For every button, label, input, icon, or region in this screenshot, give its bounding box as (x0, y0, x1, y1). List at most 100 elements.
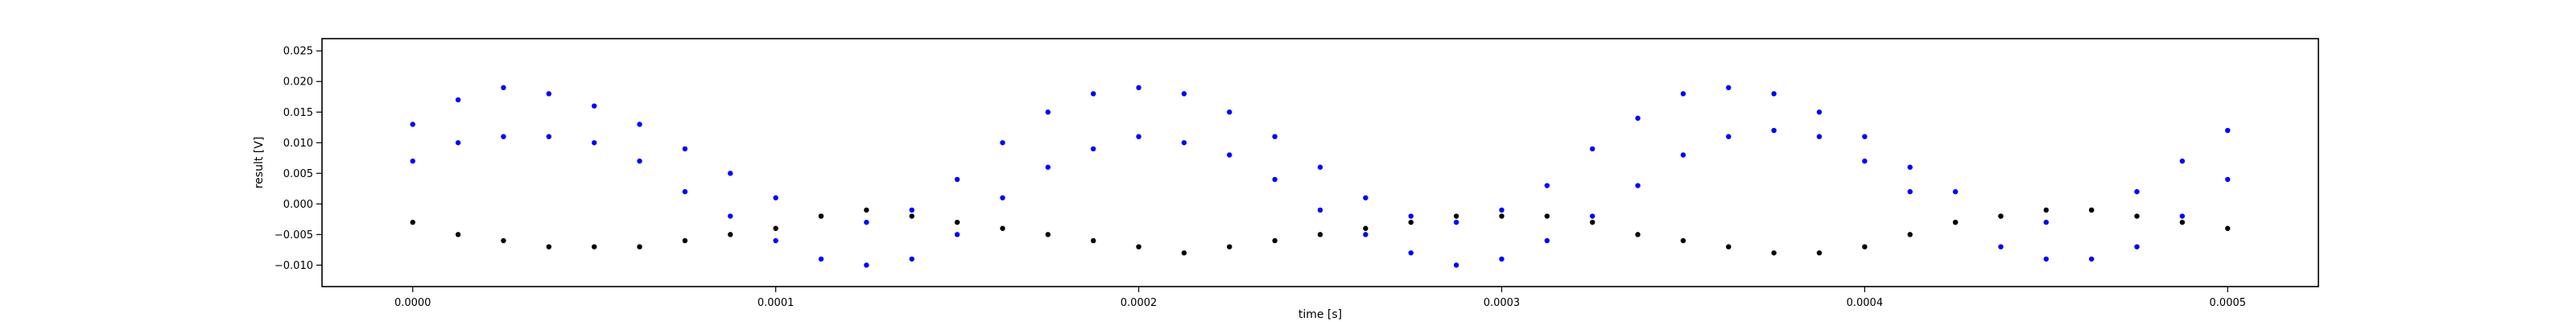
series-1 (410, 127, 2231, 268)
x-axis-label: time [s] (1298, 308, 1342, 321)
data-point (909, 213, 914, 219)
data-point (2179, 213, 2186, 219)
data-point (1499, 256, 1505, 262)
data-point (1816, 109, 1823, 115)
data-point (1680, 91, 1686, 97)
y-tick-label: 0.025 (283, 46, 313, 58)
data-point (1453, 219, 1459, 225)
data-point (1000, 225, 1005, 231)
data-point (1816, 250, 1823, 256)
data-point (728, 171, 733, 176)
data-point (1499, 207, 1505, 213)
data-point (954, 232, 960, 237)
data-point (1090, 146, 1096, 152)
data-point (2225, 176, 2231, 183)
x-tick-label: 0.0004 (1847, 297, 1884, 309)
data-point (546, 244, 552, 250)
data-point (546, 91, 552, 97)
data-point (455, 97, 461, 103)
data-point (1635, 183, 1641, 188)
data-point (1816, 134, 1823, 139)
y-tick-label: −0.005 (275, 229, 313, 242)
series-2 (410, 207, 2231, 256)
data-point (2134, 213, 2140, 219)
data-point (1907, 188, 1913, 195)
data-point (2225, 127, 2231, 134)
data-point (1136, 85, 1141, 91)
data-point (818, 256, 824, 262)
data-point (1317, 164, 1323, 170)
data-point (1181, 91, 1187, 97)
x-tick-label: 0.0005 (2210, 297, 2247, 309)
data-point (954, 219, 960, 225)
data-point (501, 85, 506, 91)
data-point (2043, 219, 2050, 225)
data-point (1998, 213, 2004, 219)
y-tick-label: 0.010 (283, 138, 313, 150)
data-point (1635, 232, 1641, 237)
data-point (1544, 183, 1550, 188)
data-point (954, 176, 960, 183)
data-point (455, 232, 461, 237)
data-point (1136, 134, 1141, 139)
data-point (1317, 207, 1323, 213)
data-point (1453, 213, 1459, 219)
data-point (1227, 244, 1232, 250)
data-point (1090, 237, 1096, 244)
data-point (1589, 219, 1596, 225)
data-point (501, 134, 506, 139)
data-point (2179, 219, 2186, 225)
data-point (1363, 232, 1368, 237)
data-point (1408, 250, 1414, 256)
data-point (1907, 232, 1913, 237)
data-point (909, 256, 914, 262)
data-point (1635, 115, 1641, 122)
data-point (637, 122, 642, 127)
y-axis-ticks: −0.010 −0.005 0.000 0.005 0.010 0.015 0.020 0.0… (275, 46, 322, 272)
data-point (1227, 109, 1232, 115)
data-point (1317, 232, 1323, 237)
data-point (1862, 134, 1868, 139)
data-point (682, 237, 688, 244)
data-marks (410, 85, 2231, 268)
data-point (2088, 256, 2095, 262)
x-tick-label: 0.0001 (758, 297, 795, 309)
y-tick-label: 0.015 (283, 107, 313, 119)
data-point (1862, 158, 1868, 164)
data-point (2179, 158, 2186, 164)
data-point (682, 146, 688, 152)
data-point (1181, 250, 1187, 256)
y-tick-label: −0.010 (275, 260, 313, 272)
data-point (1680, 237, 1686, 244)
data-point (1726, 85, 1732, 91)
data-point (1589, 213, 1596, 219)
data-point (1272, 237, 1278, 244)
data-point (591, 140, 597, 146)
series-0 (410, 85, 2231, 225)
x-tick-label: 0.0003 (1484, 297, 1521, 309)
data-point (773, 225, 778, 231)
data-point (1045, 164, 1051, 170)
data-point (1408, 219, 1414, 225)
plot-frame (321, 38, 2319, 287)
data-point (637, 244, 642, 250)
data-point (682, 188, 688, 195)
data-point (2225, 225, 2231, 231)
data-point (1544, 237, 1550, 244)
data-point (501, 237, 506, 244)
data-point (1227, 152, 1232, 158)
y-tick-label: 0.005 (283, 168, 313, 180)
data-point (637, 158, 642, 164)
data-point (1862, 244, 1868, 250)
data-point (1544, 213, 1550, 219)
data-point (591, 103, 597, 109)
data-point (1998, 244, 2004, 250)
data-point (1408, 213, 1414, 219)
data-point (1952, 219, 1959, 225)
data-point (1090, 91, 1096, 97)
data-point (818, 213, 824, 219)
data-point (1726, 244, 1732, 250)
data-point (2043, 207, 2050, 213)
